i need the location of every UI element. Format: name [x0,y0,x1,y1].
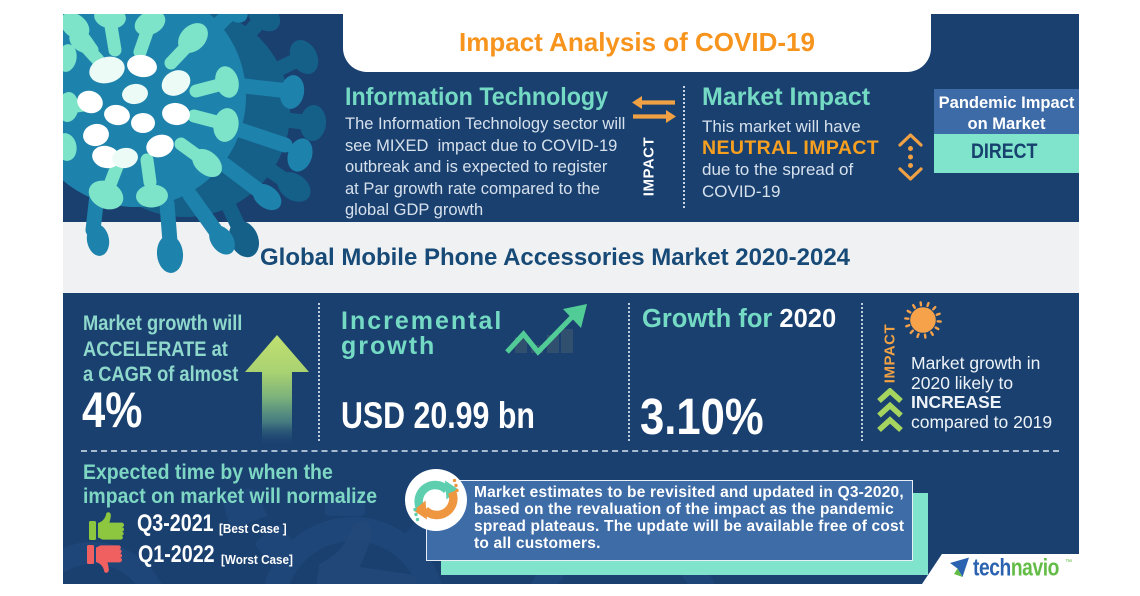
svg-text:™: ™ [1065,559,1072,566]
svg-text:technavio: technavio [973,556,1059,581]
